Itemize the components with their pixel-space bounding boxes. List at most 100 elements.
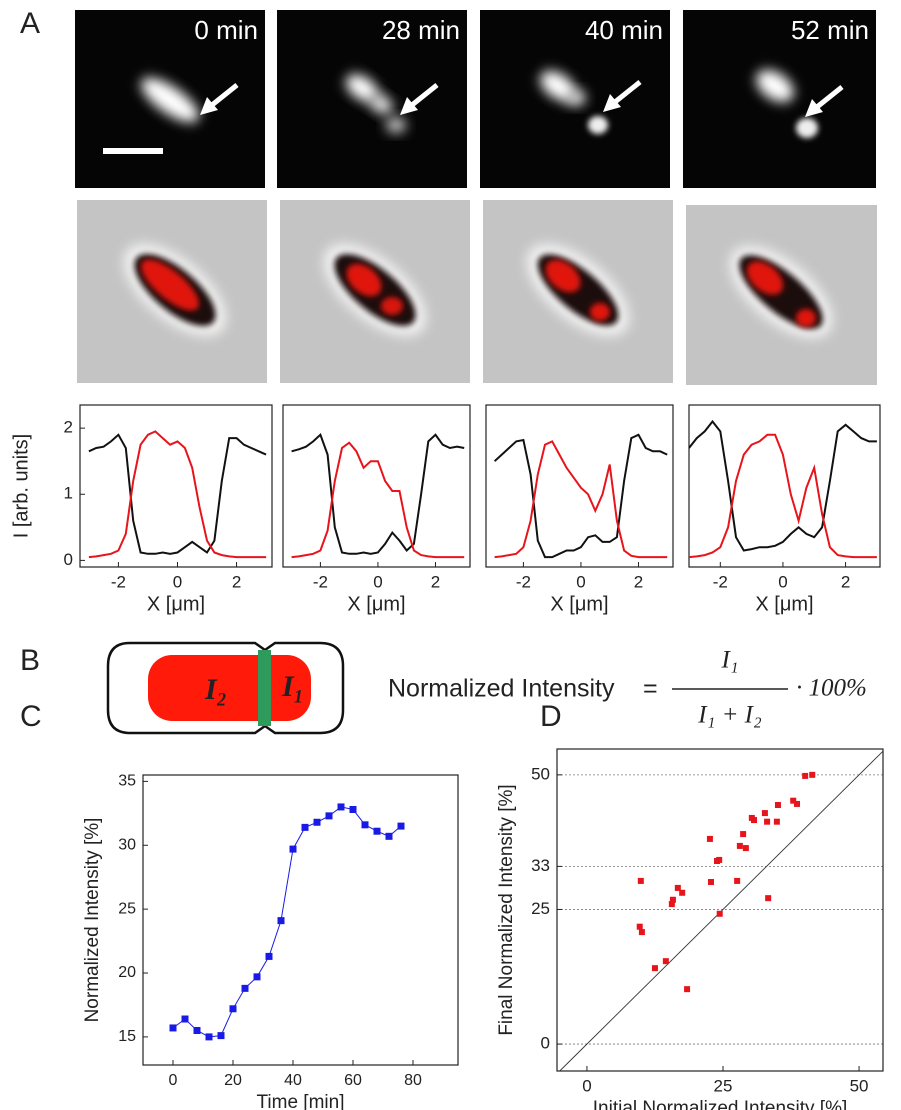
time-label: 52 min — [791, 15, 869, 45]
x-tick-label: 0 — [173, 572, 182, 591]
formula: Normalized Intensity = I₁ I₁ + I₂ · 100% — [388, 647, 867, 729]
time-label: 0 min — [194, 15, 258, 45]
x-axis-label: X [μm] — [147, 593, 205, 615]
marker — [229, 1005, 237, 1013]
marker — [313, 818, 321, 826]
marker — [193, 1027, 201, 1035]
y-tick-label: 20 — [118, 964, 136, 981]
marker — [205, 1033, 213, 1041]
line — [689, 433, 877, 559]
x-tick-label: 2 — [431, 572, 440, 591]
marker — [337, 803, 345, 811]
marker — [241, 984, 249, 992]
y-tick-label: 30 — [118, 836, 136, 853]
chart: -2 0 2 0 1 2 X [μm] I [arb. units] — [10, 404, 273, 615]
line — [493, 433, 668, 559]
x-tick-label: 20 — [224, 1072, 242, 1089]
y-tick-label: 0 — [541, 1034, 550, 1053]
time-label: 28 min — [382, 15, 460, 45]
plot-frame — [556, 748, 884, 1072]
point — [684, 986, 691, 993]
overlay-images — [77, 200, 877, 385]
marker — [325, 812, 333, 820]
cell-diagram: I₂ I₁ — [106, 641, 345, 735]
x-tick-label: 80 — [404, 1072, 422, 1089]
marker — [181, 1015, 189, 1023]
line — [88, 433, 267, 555]
x-tick-label: 40 — [284, 1072, 302, 1089]
point — [708, 879, 715, 885]
point — [636, 923, 643, 930]
x-tick-label: 2 — [232, 572, 241, 591]
point — [740, 831, 747, 838]
marker — [385, 832, 393, 840]
point — [764, 818, 771, 825]
point — [773, 818, 780, 825]
marker — [289, 845, 297, 853]
point — [662, 958, 669, 965]
point — [716, 856, 723, 863]
chart: 0 20 40 60 80 15 20 25 30 35 Time [min] Normalized … — [82, 773, 459, 1110]
point — [809, 771, 816, 778]
diagram-label: I₁ — [281, 670, 304, 703]
y-tick-label: 35 — [118, 773, 136, 790]
x-tick-label: 60 — [344, 1072, 362, 1089]
line — [291, 441, 465, 559]
point — [774, 802, 781, 808]
point — [742, 845, 749, 852]
point — [638, 929, 645, 936]
marker — [373, 827, 381, 835]
y-tick-label: 15 — [118, 1028, 136, 1045]
x-tick-label: 50 — [850, 1076, 869, 1095]
point — [790, 797, 797, 804]
formula-equals: = — [643, 675, 658, 703]
point — [802, 772, 809, 779]
plot-frame — [485, 404, 674, 568]
point — [637, 877, 644, 884]
x-tick-label: -2 — [516, 572, 531, 591]
point — [668, 901, 675, 908]
y-tick-label: 0 — [64, 550, 73, 569]
y-tick-label: 33 — [531, 856, 550, 875]
formula-denominator: I₁ + I₂ — [697, 702, 762, 729]
x-tick-label: -2 — [313, 572, 328, 591]
marker — [301, 823, 309, 831]
point — [674, 884, 681, 891]
x-axis-label: Time [min] — [257, 1092, 345, 1110]
point — [761, 810, 768, 817]
x-tick-label: 0 — [576, 572, 585, 591]
y-tick-label: 50 — [531, 764, 550, 783]
diagram-label: I₂ — [204, 673, 227, 706]
x-tick-label: 0 — [373, 572, 382, 591]
formula-factor: · 100% — [796, 675, 867, 702]
x-tick-label: 0 — [778, 572, 787, 591]
chart: -2 0 2 X [μm] — [688, 404, 881, 615]
plot-frame — [688, 404, 881, 568]
y-tick-label: 2 — [64, 418, 73, 437]
x-tick-label: 2 — [841, 572, 850, 591]
x-tick-label: 2 — [634, 572, 643, 591]
panel-label: B — [20, 644, 40, 677]
x-tick-label: 0 — [169, 1072, 178, 1089]
marker — [277, 917, 285, 925]
x-tick-label: 0 — [582, 1076, 591, 1095]
panel-label: C — [20, 700, 42, 733]
point — [716, 910, 723, 917]
x-axis-label: X [μm] — [550, 593, 608, 615]
line — [88, 430, 267, 559]
y-tick-label: 25 — [118, 900, 136, 917]
y-tick-label: 1 — [64, 484, 73, 503]
marker — [265, 952, 273, 960]
panel-label: D — [540, 700, 562, 733]
fluorescence-images: 0 min 28 min 40 min 52 min — [75, 10, 876, 188]
line — [494, 440, 668, 559]
plot-frame — [142, 774, 459, 1066]
point — [669, 896, 676, 903]
point — [734, 877, 741, 884]
line — [291, 433, 465, 555]
x-tick-label: -2 — [713, 572, 728, 591]
time-label: 40 min — [585, 15, 663, 45]
